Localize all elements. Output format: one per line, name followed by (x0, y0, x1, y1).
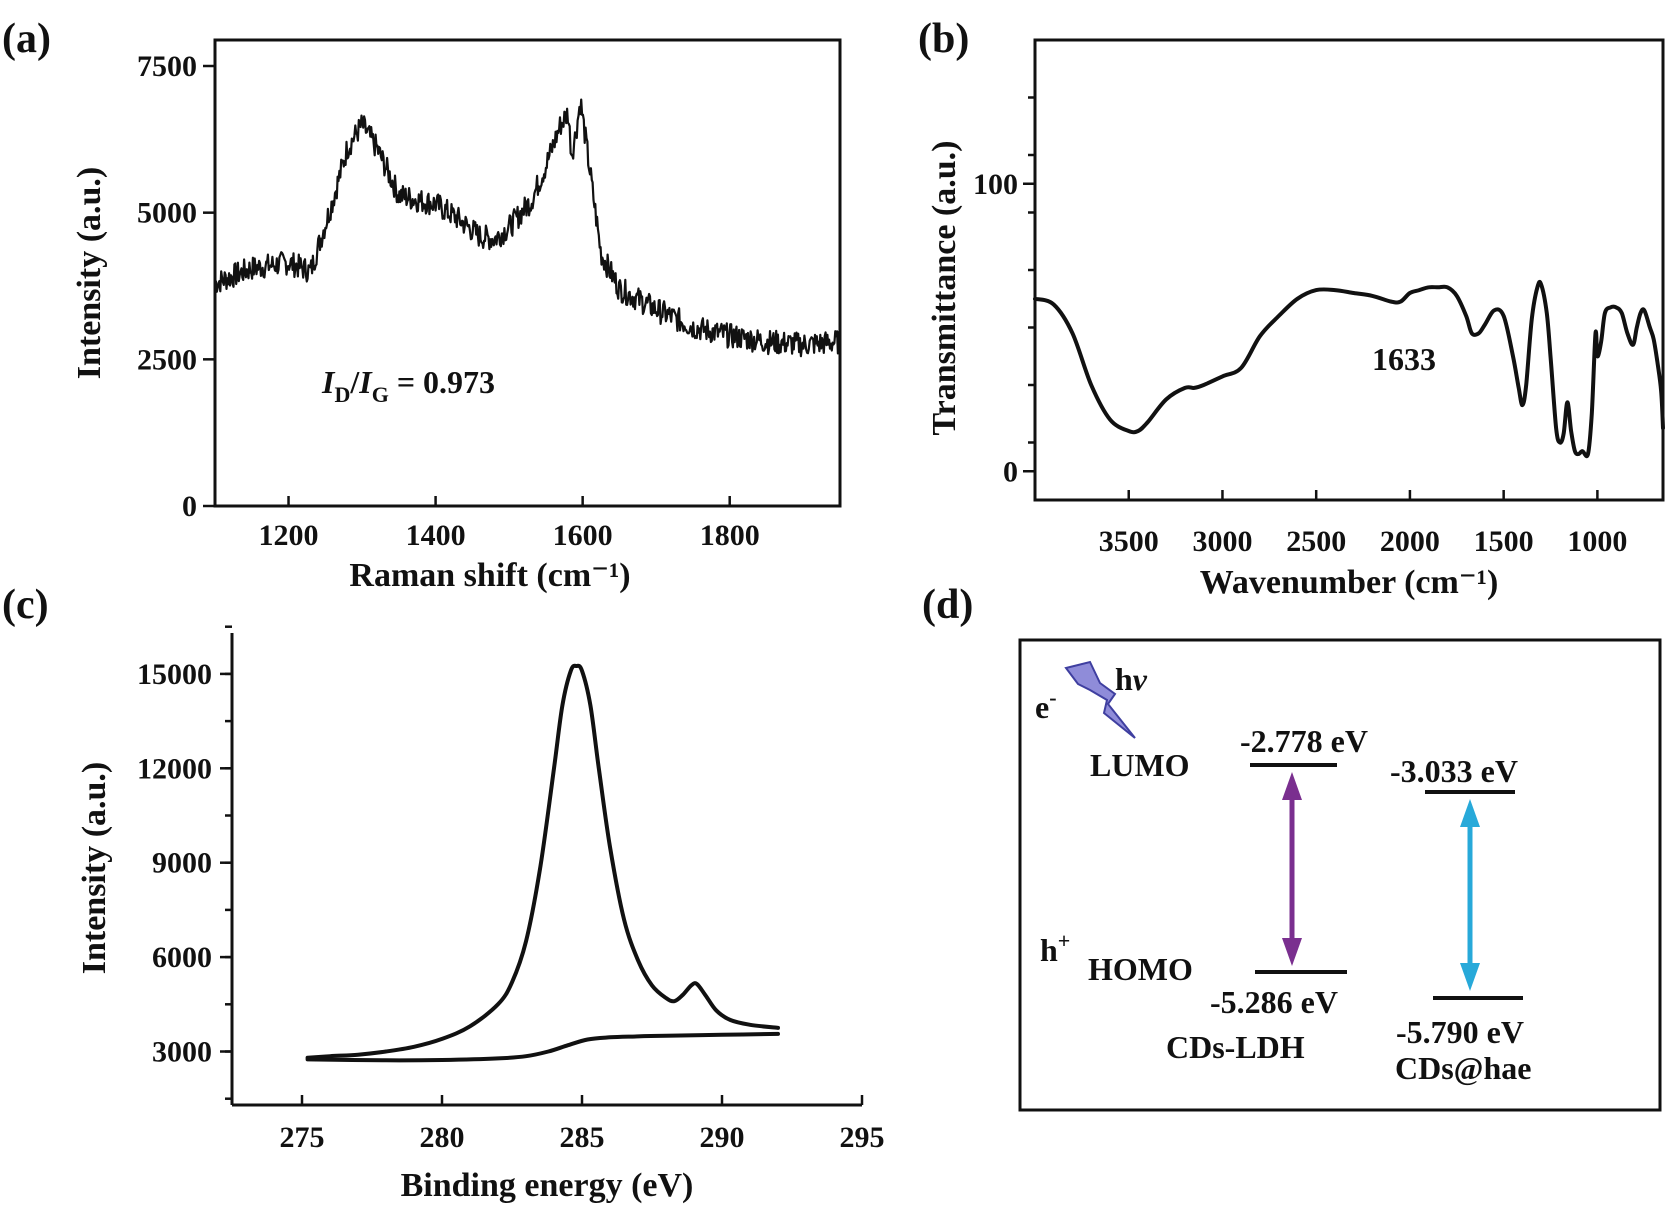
panel-b-x-tick-label: 2000 (1380, 525, 1440, 558)
panel-d-label: (d) (922, 582, 973, 628)
panel-b-x-tick-label: 1000 (1567, 525, 1627, 558)
panel-c-y-axis-label: Intensity (a.u.) (76, 762, 113, 975)
panel-a: (a) 1200 1400 1600 1800 0 2500 5000 7500 Raman … (2, 16, 842, 594)
panel-c: (c) 275 280 285 290 295 3000 6000 9000 12000 1500… (2, 582, 885, 1204)
panel-a-plot-area: 1200 1400 1600 1800 0 2500 5000 7500 (137, 50, 841, 552)
panel-c-x-tick-label: 275 (280, 1121, 325, 1154)
panel-a-x-tick-label: 1600 (553, 519, 613, 552)
panel-c-background-series-line (305, 1031, 780, 1063)
panel-a-x-axis-label: Raman shift (cm⁻¹) (349, 557, 630, 594)
panel-a-y-tick-label: 7500 (137, 50, 197, 83)
cds-ldh-transition-arrow (1282, 772, 1302, 966)
photon-label: hν (1115, 661, 1148, 697)
panel-a-y-axis-label: Intensity (a.u.) (71, 167, 108, 380)
panel-b-plot-area: 3500 3000 2500 2000 1500 1000 0 100 (973, 96, 1665, 558)
panel-b-x-tick-label: 3000 (1192, 525, 1252, 558)
panel-a-x-tick-label: 1400 (406, 519, 466, 552)
panel-d-frame (1018, 638, 1662, 1112)
panel-b-peak-annotation: 1633 (1372, 341, 1436, 377)
panel-b-x-tick-label: 1500 (1474, 525, 1534, 558)
panel-c-x-tick-label: 280 (420, 1121, 465, 1154)
panel-c-label: (c) (2, 582, 49, 628)
panel-c-x-axis-label: Binding energy (eV) (401, 1167, 694, 1204)
lumo-label: LUMO (1090, 747, 1190, 783)
panel-b-y-tick-label: 100 (973, 168, 1018, 201)
panel-a-raman-series-line (213, 98, 841, 358)
panel-c-plot-area: 275 280 285 290 295 3000 6000 9000 12000 15000 (137, 625, 885, 1154)
panel-a-id-ig-annotation: ID/IG = 0.973 (321, 364, 495, 407)
panel-b-label: (b) (918, 16, 969, 62)
cds-ldh-lumo-value: -2.778 eV (1240, 723, 1368, 759)
cds-hae-name: CDs@hae (1395, 1050, 1531, 1086)
panel-c-y-tick-label: 3000 (152, 1036, 212, 1069)
panel-b-x-axis-label: Wavenumber (cm⁻¹) (1200, 564, 1499, 601)
homo-label: HOMO (1088, 951, 1193, 987)
panel-b-ftir-series-line (1033, 279, 1665, 459)
panel-b-x-tick-label: 3500 (1099, 525, 1159, 558)
panel-d: (d) e- hν LUMO h+ HOMO -2.778 eV -5.286 … (922, 582, 1662, 1112)
panel-b-frame (1033, 38, 1665, 502)
cds-ldh-name: CDs-LDH (1166, 1029, 1305, 1065)
panel-a-y-tick-label: 0 (182, 490, 197, 523)
panel-a-x-tick-label: 1200 (259, 519, 319, 552)
cds-hae-transition-arrow (1460, 799, 1480, 991)
panel-a-y-tick-label: 2500 (137, 343, 197, 376)
panel-a-frame (213, 38, 842, 508)
panel-c-x-tick-label: 295 (840, 1121, 885, 1154)
cds-ldh-homo-value: -5.286 eV (1210, 984, 1338, 1020)
panel-a-label: (a) (2, 16, 51, 62)
panel-c-y-tick-label: 12000 (137, 752, 212, 785)
electron-label: e- (1035, 685, 1057, 725)
photon-lightning-icon (1064, 660, 1136, 739)
panel-c-spectrum-series-line (305, 663, 780, 1060)
hole-label: h+ (1040, 928, 1070, 968)
panel-c-y-tick-label: 9000 (152, 847, 212, 880)
panel-b: (b) 3500 3000 2500 2000 1500 1000 0 100 Wavenum… (918, 16, 1665, 601)
panel-c-y-tick-label: 6000 (152, 941, 212, 974)
panel-b-x-tick-label: 2500 (1286, 525, 1346, 558)
panel-c-x-tick-label: 290 (700, 1121, 745, 1154)
panel-a-y-tick-label: 5000 (137, 197, 197, 230)
panel-a-x-tick-label: 1800 (700, 519, 760, 552)
panel-c-y-tick-label: 15000 (137, 658, 212, 691)
panel-c-x-tick-label: 285 (560, 1121, 605, 1154)
panel-b-y-axis-label: Transmittance (a.u.) (926, 141, 963, 436)
panel-b-y-tick-label: 0 (1003, 455, 1018, 488)
cds-hae-homo-value: -5.790 eV (1396, 1014, 1524, 1050)
cds-hae-lumo-value: -3.033 eV (1390, 753, 1518, 789)
